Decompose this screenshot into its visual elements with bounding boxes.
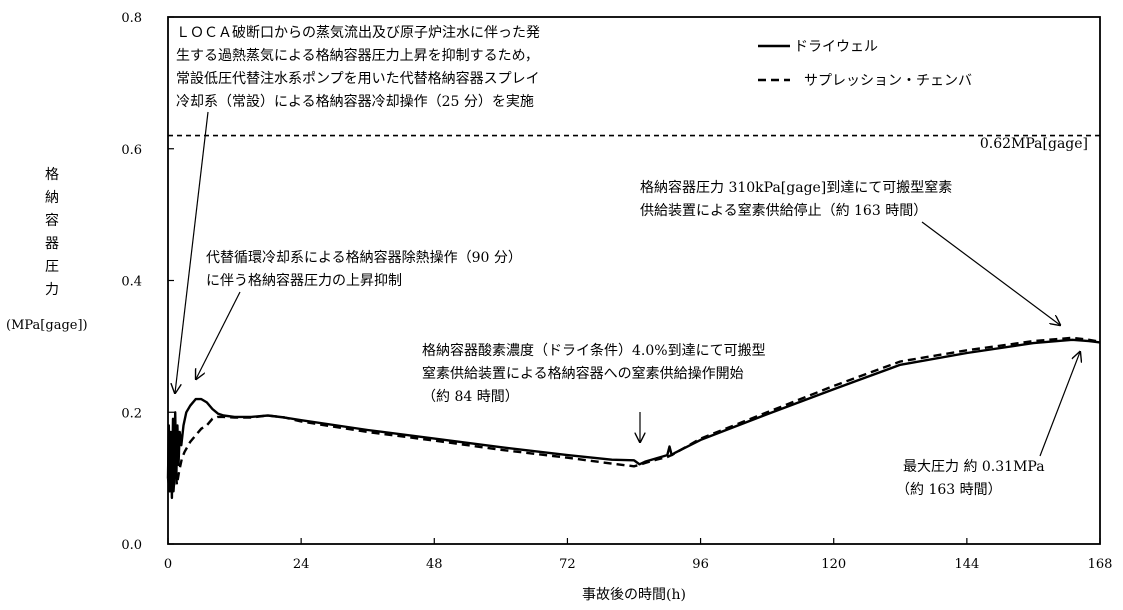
y-tick-label: 0.2 — [121, 406, 142, 421]
annotation-spray-arrow — [175, 111, 209, 393]
y-axis-label-char-5: 圧 — [45, 259, 59, 275]
annotation-max-pressure-line-1: 最大圧力 約 0.31MPa — [903, 459, 1045, 475]
y-axis-label-char-4: 器 — [45, 236, 59, 252]
annotation-nitrogen-stop-arrow — [921, 221, 1060, 325]
y-axis-label-char-1: 格 — [45, 167, 59, 183]
x-tick-label: 120 — [821, 557, 846, 572]
annotation-max-pressure-line-2: （約 163 時間） — [896, 482, 1002, 498]
y-tick-label: 0.0 — [121, 538, 142, 553]
annotation-nitrogen-stop: 格納容器圧力 310kPa[gage]到達にて可搬型窒素 供給装置による窒素供給… — [640, 179, 1060, 325]
annotation-spray: ＬＯＣＡ破断口からの蒸気流出及び原子炉注水に伴った発 生する過熱蒸気による格納容… — [175, 25, 540, 393]
annotation-nitrogen-start-line-3: （約 84 時間） — [422, 389, 519, 405]
y-axis-label-char-6: 力 — [45, 282, 59, 298]
annotation-heat-removal: 代替循環冷却系による格納容器除熱操作（90 分） に伴う格納容器圧力の上昇抑制 — [196, 249, 522, 379]
series-group — [166, 336, 1101, 500]
annotation-nitrogen-start-line-1: 格納容器酸素濃度（ドライ条件）4.0%到達にて可搬型 — [422, 342, 766, 359]
y-axis-unit: (MPa[gage]) — [6, 318, 88, 333]
x-tick-label: 144 — [954, 557, 979, 572]
x-tick-label: 72 — [559, 557, 576, 572]
x-tick-label: 24 — [293, 557, 310, 572]
y-axis-label-char-3: 容 — [45, 213, 59, 229]
legend: ドライウェル サプレッション・チェンバ — [758, 39, 972, 89]
x-ticks: 0 24 48 72 96 120 144 168 — [164, 538, 1113, 572]
annotation-max-pressure: 最大圧力 約 0.31MPa （約 163 時間） — [896, 352, 1080, 498]
x-tick-label: 168 — [1088, 557, 1113, 572]
annotation-heat-removal-line-1: 代替循環冷却系による格納容器除熱操作（90 分） — [206, 249, 522, 266]
y-axis-label-char-2: 納 — [45, 190, 59, 206]
reference-line-label: 0.62MPa[gage] — [980, 136, 1088, 152]
x-tick-label: 48 — [426, 557, 443, 572]
annotation-max-pressure-arrow — [1039, 352, 1080, 457]
annotation-nitrogen-stop-line-1: 格納容器圧力 310kPa[gage]到達にて可搬型窒素 — [640, 179, 952, 196]
annotation-heat-removal-arrow — [196, 291, 241, 379]
y-tick-label: 0.8 — [121, 11, 142, 26]
x-tick-label: 96 — [692, 557, 709, 572]
legend-label-drywell: ドライウェル — [794, 39, 878, 55]
annotation-heat-removal-line-2: に伴う格納容器圧力の上昇抑制 — [206, 272, 402, 289]
y-tick-label: 0.6 — [121, 143, 142, 158]
annotation-spray-line-4: 冷却系（常設）による格納容器冷却操作（25 分）を実施 — [176, 93, 534, 110]
y-tick-label: 0.4 — [121, 275, 142, 290]
series-suppression-chamber-line — [166, 336, 1101, 493]
annotation-spray-line-3: 常設低圧代替注水系ポンプを用いた代替格納容器スプレイ — [176, 70, 540, 87]
annotation-nitrogen-stop-line-2: 供給装置による窒素供給停止（約 163 時間） — [640, 202, 927, 219]
annotation-spray-line-2: 生する過熱蒸気による格納容器圧力上昇を抑制するため， — [176, 47, 539, 64]
annotation-nitrogen-start-line-2: 窒素供給装置による格納容器への窒素供給操作開始 — [422, 365, 744, 382]
y-ticks: 0.0 0.2 0.4 0.6 0.8 — [121, 11, 174, 553]
x-tick-label: 0 — [164, 557, 172, 572]
legend-label-suppression: サプレッション・チェンバ — [804, 73, 972, 89]
x-axis-label: 事故後の時間(h) — [582, 587, 686, 603]
annotation-spray-line-1: ＬＯＣＡ破断口からの蒸気流出及び原子炉注水に伴った発 — [176, 25, 540, 41]
annotation-nitrogen-start: 格納容器酸素濃度（ドライ条件）4.0%到達にて可搬型 窒素供給装置による格納容器… — [422, 342, 766, 442]
